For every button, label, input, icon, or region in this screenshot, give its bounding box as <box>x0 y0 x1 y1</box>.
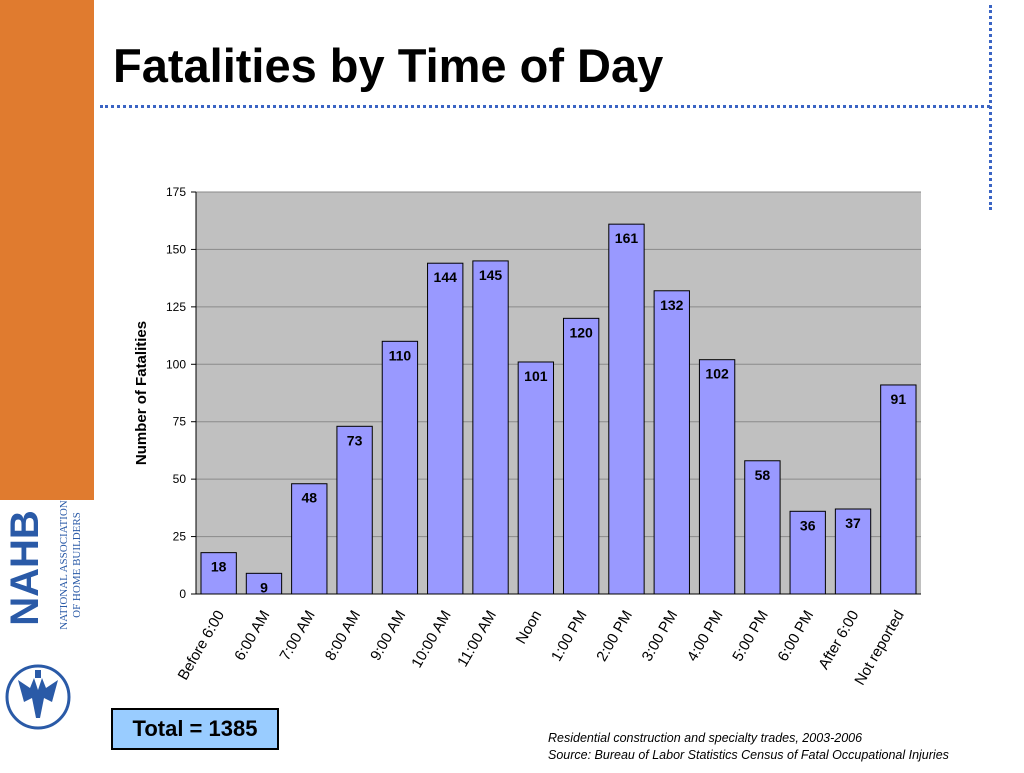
x-tick-label: 8:00 AM <box>322 608 364 664</box>
bar <box>608 223 645 595</box>
y-tick-label: 100 <box>166 357 186 371</box>
x-tick-label: 1:00 PM <box>548 608 591 665</box>
data-label: 36 <box>800 517 816 533</box>
bar <box>245 572 283 595</box>
data-label: 91 <box>891 391 907 407</box>
bar <box>472 260 509 595</box>
x-tick-label: 4:00 PM <box>684 608 727 665</box>
x-tick-label: 7:00 AM <box>276 608 318 664</box>
total-badge: Total = 1385 <box>111 708 279 750</box>
corner-divider <box>989 5 992 210</box>
y-tick-label: 50 <box>173 472 187 486</box>
bar <box>834 508 872 595</box>
y-axis-label: Number of Fatalities <box>133 321 150 465</box>
x-tick-label: Before 6:00 <box>175 608 229 684</box>
bar <box>744 460 781 595</box>
source-notes: Residential construction and specialty t… <box>548 730 1018 764</box>
source-note-scope: Residential construction and specialty t… <box>548 731 863 745</box>
x-tick-label: 6:00 PM <box>775 608 818 665</box>
bar <box>336 425 373 595</box>
logo-letters: NAHB <box>3 510 47 626</box>
bar <box>381 340 419 595</box>
y-tick-label: 150 <box>166 242 186 256</box>
data-label: 110 <box>389 347 412 363</box>
bar-chart: 0 25 50 75 100 125 150 175 18 Before 6:00 9 6:00 AM… <box>133 185 921 688</box>
bar <box>517 361 555 595</box>
data-label: 58 <box>755 467 771 483</box>
source-note-citation: Source: Bureau of Labor Statistics Censu… <box>548 748 949 762</box>
bar <box>698 359 736 595</box>
x-tick-label: 9:00 AM <box>367 608 409 664</box>
data-label: 73 <box>347 432 363 448</box>
x-tick-label: Noon <box>513 608 546 648</box>
title-divider <box>100 105 990 108</box>
bar <box>427 262 464 595</box>
nahb-logo: NAHB NATIONAL ASSOCIATION OF HOME BUILDE… <box>0 500 94 768</box>
x-tick-label: 11:00 AM <box>454 608 500 670</box>
x-tick-label: 6:00 AM <box>231 608 273 664</box>
eagle-emblem-icon <box>5 664 71 730</box>
data-label: 144 <box>434 269 458 285</box>
bar <box>200 552 237 595</box>
y-tick-label: 0 <box>179 587 186 601</box>
x-tick-label: 3:00 PM <box>639 608 682 665</box>
data-label: 101 <box>524 368 548 384</box>
logo-line1: NATIONAL ASSOCIATION <box>58 500 70 630</box>
bar <box>291 483 328 595</box>
x-tick-label: After 6:00 <box>815 608 862 673</box>
y-tick-label: 125 <box>166 300 186 314</box>
data-label: 48 <box>301 490 317 506</box>
bar <box>880 384 917 595</box>
y-tick-label: 175 <box>166 185 186 199</box>
y-tick-label: 25 <box>173 530 187 544</box>
data-label: 37 <box>845 515 861 531</box>
slide-title: Fatalities by Time of Day <box>113 39 664 92</box>
data-label: 145 <box>479 267 503 283</box>
bar <box>789 510 826 595</box>
data-label: 132 <box>660 297 684 313</box>
data-label: 120 <box>569 324 593 340</box>
x-tick-label: 10:00 AM <box>408 608 454 671</box>
data-label: 18 <box>211 559 227 575</box>
y-tick-label: 75 <box>173 415 187 429</box>
data-label: 102 <box>705 366 729 382</box>
logo-line2: OF HOME BUILDERS <box>71 512 83 618</box>
bar <box>562 317 600 595</box>
data-label: 161 <box>615 230 639 246</box>
x-tick-label: 5:00 PM <box>729 608 772 665</box>
x-tick-label: 2:00 PM <box>593 608 636 665</box>
data-label: 9 <box>260 579 268 595</box>
bar <box>653 290 690 595</box>
